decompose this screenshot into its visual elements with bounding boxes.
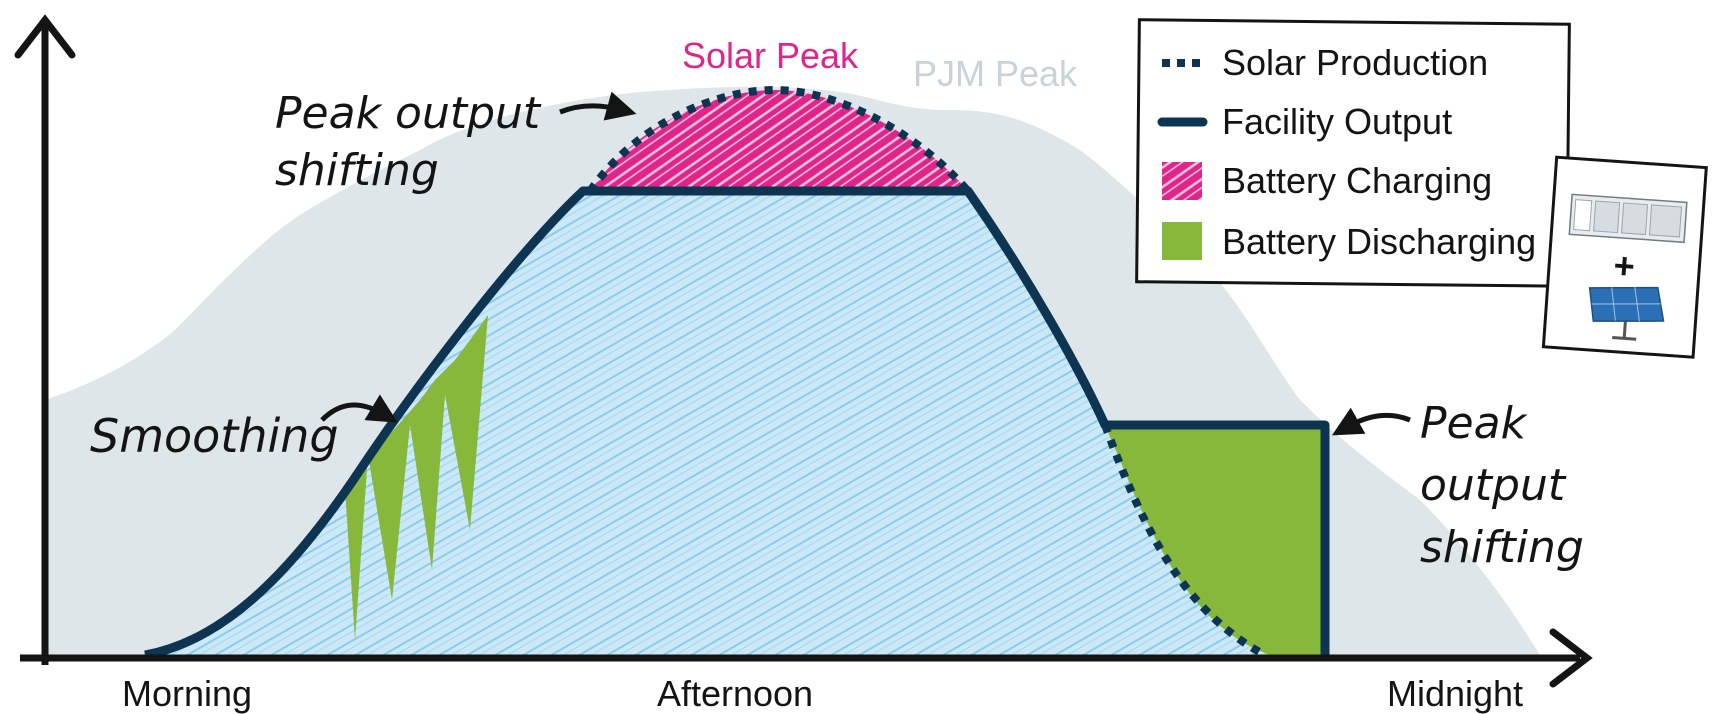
legend-item-facility-output: Facility Output	[1157, 101, 1452, 142]
green-swatch-icon	[1162, 222, 1202, 260]
solar-panel-icon	[1588, 286, 1665, 341]
battery-charging-area	[590, 90, 968, 191]
annotation-right-line3: shifting	[1420, 522, 1584, 573]
battery-discharging-evening	[1105, 425, 1325, 655]
system-inset-card: +	[1541, 155, 1708, 359]
annotation-right-arrow	[1331, 407, 1411, 436]
annotation-smoothing: Smoothing	[90, 409, 339, 463]
inset-plus-sign: +	[1612, 245, 1636, 287]
x-tick-morning: Morning	[122, 673, 252, 714]
battery-storage-icon	[1568, 193, 1688, 244]
legend-box	[1135, 18, 1571, 288]
hatched-swatch-icon	[1162, 162, 1202, 200]
legend-item-solar-production: Solar Production	[1162, 42, 1488, 83]
legend-label-solar-production: Solar Production	[1222, 42, 1488, 83]
solar-peak-label: Solar Peak	[682, 35, 859, 76]
battery-discharging-smoothing	[345, 315, 488, 640]
annotation-left-arrow	[559, 91, 637, 121]
legend-label-battery-discharging: Battery Discharging	[1222, 221, 1536, 262]
annotation-left-line1: Peak output	[275, 88, 542, 139]
solar-production-tail-line	[1101, 423, 1267, 659]
annotation-left-line2: shifting	[275, 145, 439, 196]
legend-item-battery-charging: Battery Charging	[1162, 160, 1492, 201]
annotation-smoothing-arrow	[320, 394, 398, 423]
x-tick-afternoon: Afternoon	[657, 673, 813, 714]
facility-output-area	[145, 191, 1325, 655]
annotation-right-line1: Peak	[1420, 398, 1528, 449]
x-tick-midnight: Midnight	[1387, 673, 1523, 714]
x-axis-arrow-icon	[1549, 628, 1593, 688]
y-axis-arrow-icon	[14, 14, 76, 59]
legend-label-battery-charging: Battery Charging	[1222, 160, 1492, 201]
legend-item-battery-discharging: Battery Discharging	[1162, 221, 1536, 262]
legend-label-facility-output: Facility Output	[1222, 101, 1452, 142]
legend: Solar Production Facility Output Battery…	[1135, 18, 1571, 288]
annotation-right-line2: output	[1420, 460, 1567, 511]
pjm-peak-label: PJM Peak	[913, 53, 1078, 94]
facility-output-line	[144, 186, 1330, 660]
